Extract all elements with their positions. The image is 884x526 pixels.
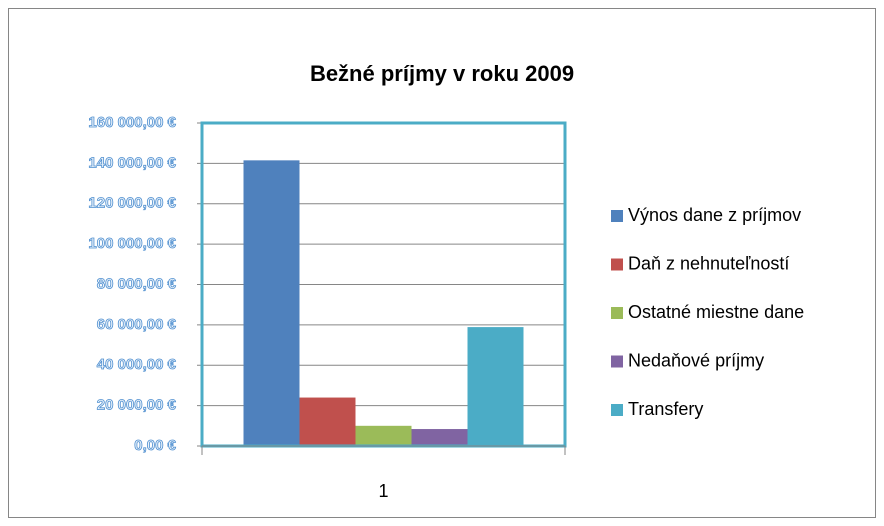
- legend-swatch: [611, 355, 623, 368]
- y-tick-label: 120 000,00 €: [88, 195, 176, 212]
- y-tick-label: 40 000,00 €: [97, 356, 177, 373]
- legend-label: Výnos dane z príjmov: [628, 205, 801, 225]
- legend-swatch: [611, 258, 623, 271]
- y-tick-label: 60 000,00 €: [97, 316, 177, 333]
- x-tick-label: 1: [378, 481, 388, 501]
- y-tick-label: 20 000,00 €: [97, 397, 177, 414]
- legend-swatch: [611, 210, 623, 222]
- legend-label: Ostatné miestne dane: [628, 302, 804, 322]
- y-tick-label: 0,00 €: [134, 437, 176, 454]
- y-tick-label: 160 000,00 €: [88, 114, 176, 131]
- legend-swatch: [611, 404, 623, 416]
- y-tick-label: 140 000,00 €: [88, 154, 176, 171]
- legend-label: Daň z nehnuteľností: [628, 253, 789, 273]
- legend-swatch: [611, 307, 623, 319]
- y-tick-label: 100 000,00 €: [88, 235, 176, 252]
- bar: [243, 160, 300, 447]
- bar: [411, 429, 468, 446]
- bar: [355, 425, 412, 446]
- legend-label: Transfery: [628, 399, 703, 419]
- chart-title: Bežné príjmy v roku 2009: [310, 61, 574, 86]
- bar: [299, 397, 356, 446]
- y-tick-label: 80 000,00 €: [97, 275, 177, 292]
- legend-label: Nedaňové príjmy: [628, 350, 764, 370]
- bar: [467, 327, 524, 446]
